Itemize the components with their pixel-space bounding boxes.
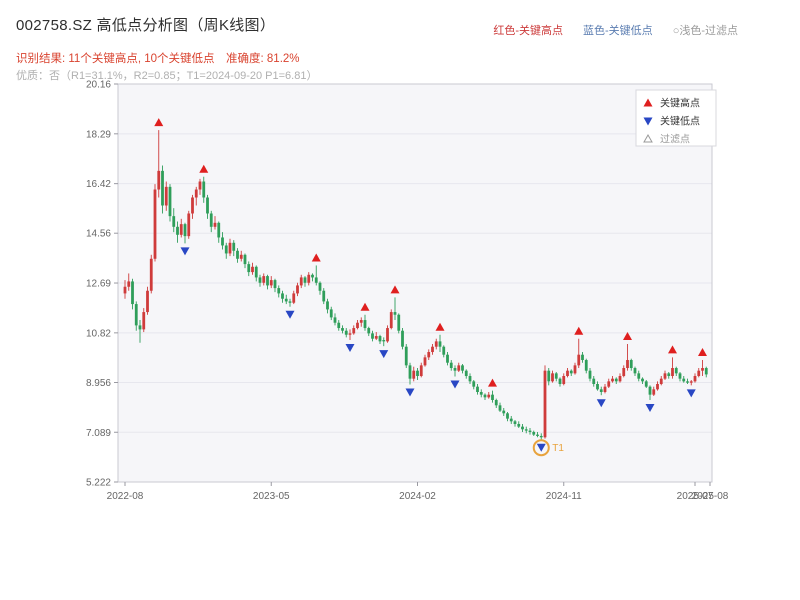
svg-text:T1: T1 [552, 443, 564, 454]
svg-text:14.56: 14.56 [86, 229, 111, 240]
svg-text:2022-08: 2022-08 [107, 491, 144, 502]
svg-text:7.089: 7.089 [86, 428, 111, 439]
svg-text:10.82: 10.82 [86, 328, 111, 339]
svg-text:16.42: 16.42 [86, 179, 111, 190]
svg-text:8.956: 8.956 [86, 378, 111, 389]
svg-text:20.16: 20.16 [86, 80, 111, 91]
kline-chart: 20.16 18.29 16.42 14.56 12.69 10.82 8.956 7.089… [86, 80, 729, 503]
svg-text:2025-08: 2025-08 [692, 491, 729, 502]
filter-triangle-icon [643, 133, 653, 143]
legend-filter-label: ○浅色-过滤点 [672, 25, 738, 37]
key-low-triangle-icon [643, 117, 653, 126]
key-low-markers [180, 247, 696, 452]
plot-area [117, 83, 713, 483]
svg-text:关键低点: 关键低点 [660, 115, 700, 128]
svg-text:2024-02: 2024-02 [399, 491, 436, 502]
chart-title: 002758.SZ 高低点分析图（周K线图） [16, 17, 276, 34]
x-axis: 2022-08 2023-05 2024-02 2024-11 2025-072025-… [107, 482, 729, 502]
svg-text:18.29: 18.29 [86, 129, 111, 140]
svg-text:5.222: 5.222 [86, 478, 111, 489]
svg-text:2023-05: 2023-05 [253, 491, 290, 502]
key-high-triangle-icon [643, 98, 653, 107]
svg-text:关键高点: 关键高点 [660, 97, 700, 110]
y-axis: 20.16 18.29 16.42 14.56 12.69 10.82 8.956 7.089… [86, 80, 118, 489]
svg-text:12.69: 12.69 [86, 279, 111, 290]
recognition-result-text: 识别结果: 11个关键高点, 10个关键低点 准确度: 81.2% [16, 53, 300, 65]
svg-text:过滤点: 过滤点 [660, 133, 690, 146]
key-high-markers [154, 118, 707, 387]
quality-text: 优质：否（R1=31.1%，R2=0.85；T1=2024-09-20 P1=6… [16, 70, 318, 82]
t1-marker: T1 [532, 439, 564, 457]
legend-key-low-label: 蓝色-关键低点 [583, 25, 653, 37]
svg-text:2024-11: 2024-11 [546, 491, 582, 502]
top-legend: 红色-关键高点 蓝色-关键低点 ○浅色-过滤点 [493, 22, 738, 38]
svg-text:2025-07: 2025-07 [677, 491, 714, 502]
candles-layer [123, 130, 708, 440]
legend-key-high-label: 红色-关键高点 [493, 25, 564, 37]
